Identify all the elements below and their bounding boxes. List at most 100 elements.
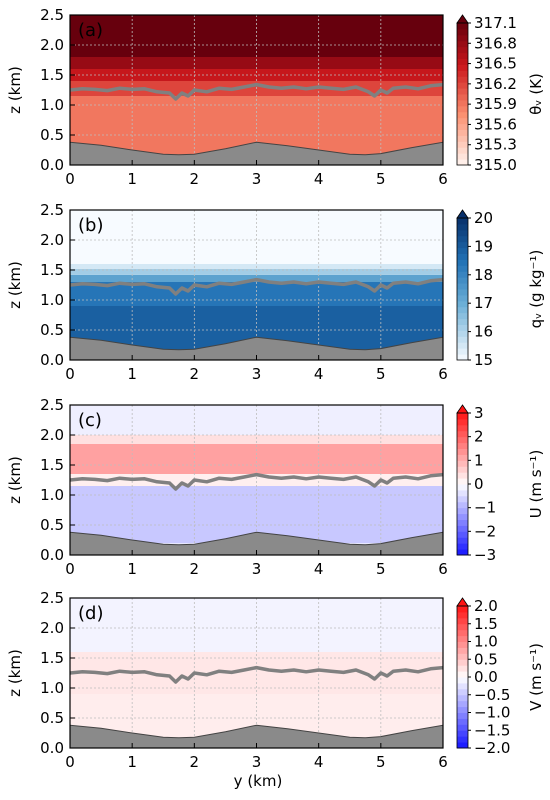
y-tick-label: 1.5 — [40, 649, 64, 667]
colorbar-tick-label: 3 — [474, 404, 484, 422]
colorbar-tick-label: 315.0 — [474, 156, 517, 174]
x-tick-label: 1 — [127, 753, 137, 771]
colorbar-tick-label: −2 — [474, 522, 496, 540]
x-tick-label: 5 — [376, 170, 386, 188]
colorbar-segment — [457, 742, 468, 749]
colorbar-segment — [457, 336, 468, 343]
y-tick-label: 2.0 — [40, 619, 64, 637]
colorbar-segment — [457, 549, 468, 556]
boundary-layer-top-line — [70, 472, 443, 491]
x-tick-label: 5 — [376, 560, 386, 578]
y-axis-label: z (km) — [6, 261, 24, 309]
y-tick-label: 0.5 — [40, 321, 64, 339]
colorbar-segment — [457, 724, 468, 731]
boundary-layer-top-line — [70, 82, 443, 101]
colorbar-tick-label: 1.5 — [474, 615, 498, 633]
y-axis-label: z (km) — [6, 649, 24, 697]
colorbar-segment — [457, 525, 468, 532]
y-tick-label: 2.0 — [40, 231, 64, 249]
colorbar-segment — [457, 40, 468, 48]
y-tick-label: 2.5 — [40, 396, 64, 414]
terrain — [70, 336, 443, 360]
x-tick-label: 4 — [314, 753, 324, 771]
colorbar-frame — [456, 217, 469, 361]
y-tick-label: 1.0 — [40, 291, 64, 309]
colorbar-segment — [457, 424, 468, 432]
colorbar-tick-label: 2.0 — [474, 597, 498, 615]
x-axis-label: y (km) — [234, 772, 283, 790]
colorbar-segment — [457, 153, 468, 160]
colorbar-segment — [457, 507, 468, 515]
colorbar-tick-label: 317.1 — [474, 14, 517, 32]
panel-label: (c) — [78, 410, 102, 431]
colorbar-label: V (m s⁻¹) — [527, 643, 545, 711]
colorbar-label: U (m s⁻¹) — [527, 450, 545, 519]
colorbar-segment — [457, 105, 468, 113]
colorbar-segment — [457, 730, 468, 737]
y-tick-label: 1.5 — [40, 66, 64, 84]
colorbar-segment — [457, 354, 468, 361]
y-tick-label: 2.5 — [40, 589, 64, 607]
x-tick-label: 3 — [252, 753, 262, 771]
colorbar-segment — [457, 718, 468, 725]
colorbar-segment — [457, 70, 468, 77]
x-tick-label: 5 — [376, 753, 386, 771]
colorbar-segment — [457, 466, 468, 473]
colorbar-segment — [457, 688, 468, 696]
colorbar-segment — [457, 460, 468, 467]
x-tick-label: 4 — [314, 560, 324, 578]
colorbar-segment — [457, 117, 468, 125]
colorbar-segment — [457, 247, 468, 254]
colorbar-segment — [457, 694, 468, 702]
colorbar-segment — [457, 218, 468, 225]
colorbar-segment — [457, 700, 468, 708]
colorbar-segment — [457, 665, 468, 672]
y-tick-label: 0.5 — [40, 516, 64, 534]
colorbar-extend-arrow — [456, 14, 469, 24]
colorbar-segment — [457, 736, 468, 743]
x-tick-label: 0 — [65, 365, 75, 383]
x-tick-label: 2 — [190, 170, 200, 188]
x-tick-label: 4 — [314, 365, 324, 383]
panel-a: 0 1 2 3 4 5 6 0.0 0.5 1.0 1.5 2.0 2.5 z (km) (a) 315.0 3… — [6, 6, 545, 188]
colorbar-segment — [457, 519, 468, 526]
colorbar-segment — [457, 537, 468, 544]
colorbar-segment — [457, 430, 468, 438]
colorbar-segment — [457, 277, 468, 284]
panel-label: (d) — [78, 603, 103, 624]
x-tick-label: 3 — [252, 365, 262, 383]
colorbar-tick-label: 18 — [474, 266, 493, 284]
colorbar-segment — [457, 659, 468, 666]
y-axis-label: z (km) — [6, 456, 24, 504]
x-tick-label: 0 — [65, 753, 75, 771]
colorbar-label: θᵥ (K) — [527, 73, 545, 115]
colorbar-segment — [457, 418, 468, 426]
colorbar-segment — [457, 94, 468, 101]
colorbar-tick-label: 2 — [474, 428, 484, 446]
colorbar-segment — [457, 436, 468, 444]
colorbar-segment — [457, 46, 468, 54]
x-tick-label: 2 — [190, 365, 200, 383]
x-tick-label: 1 — [127, 365, 137, 383]
colorbar-segment — [457, 318, 468, 325]
colorbar-segment — [457, 82, 468, 89]
colorbar-tick-label: 1.0 — [474, 633, 498, 651]
colorbar-tick-label: 20 — [474, 209, 493, 227]
colorbar-segment — [457, 141, 468, 148]
colorbar-segment — [457, 606, 468, 613]
terrain — [70, 141, 443, 165]
y-tick-label: 2.5 — [40, 201, 64, 219]
field-layers — [70, 598, 443, 748]
colorbar-segment — [457, 111, 468, 119]
x-tick-label: 5 — [376, 365, 386, 383]
colorbar-segment — [457, 513, 468, 520]
colorbar-segment — [457, 706, 468, 713]
y-axis-label: z (km) — [6, 66, 24, 114]
colorbar-segment — [457, 294, 468, 302]
colorbar-segment — [457, 671, 468, 678]
y-tick-label: 0.0 — [40, 351, 64, 369]
colorbar-label: qᵥ (g kg⁻¹) — [527, 250, 545, 329]
panel-c: 0 1 2 3 4 5 6 0.0 0.5 1.0 1.5 2.0 2.5 z (km) (c) −3 −2 −1… — [6, 396, 545, 578]
colorbar-segment — [457, 647, 468, 654]
y-tick-label: 0.0 — [40, 546, 64, 564]
